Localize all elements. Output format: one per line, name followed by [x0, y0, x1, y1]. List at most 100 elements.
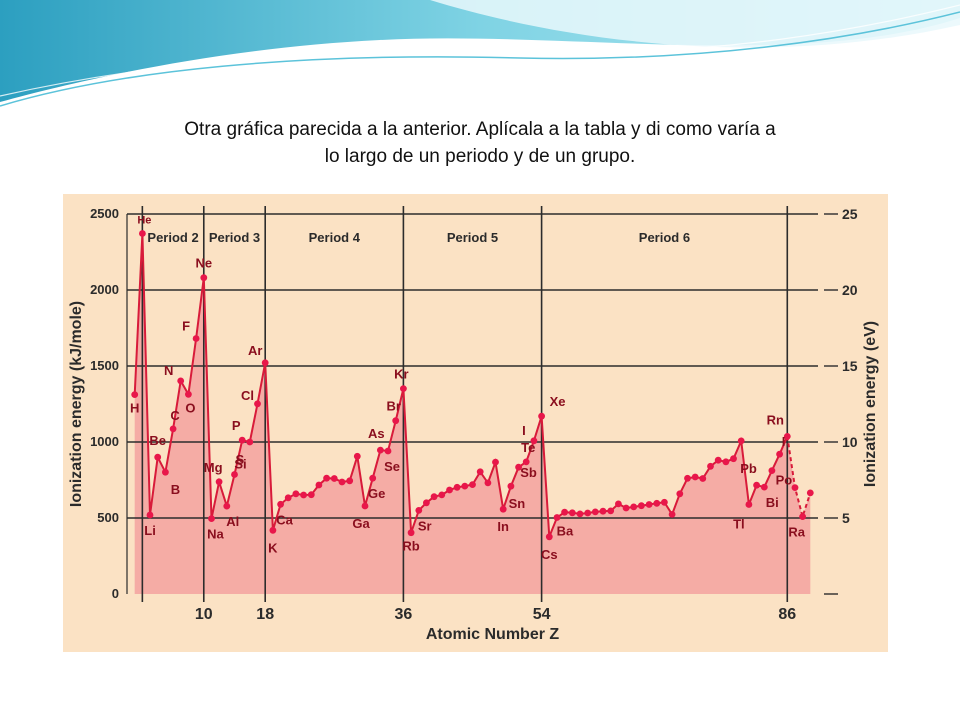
x-tick-label: 36 [395, 606, 413, 623]
element-label-he: He [137, 214, 151, 226]
series-line-dashed [786, 436, 812, 521]
data-point-z85 [776, 450, 783, 458]
data-point-z62 [599, 507, 607, 515]
element-label-h: H [130, 401, 139, 416]
data-point-z25 [315, 481, 323, 489]
element-label-si: Si [234, 457, 246, 472]
data-point-z36 [400, 385, 407, 392]
data-point-z42 [446, 486, 453, 494]
element-label-tl: Tl [733, 516, 745, 531]
element-label-na: Na [207, 527, 224, 542]
data-point-z66 [630, 503, 638, 511]
wave-line-1 [0, 11, 960, 107]
data-point-z54 [538, 412, 545, 420]
data-point-z87 [791, 484, 799, 491]
data-point-z18 [261, 359, 269, 367]
element-label-i: I [782, 434, 786, 449]
data-point-z15 [238, 436, 246, 444]
data-point-z83 [760, 483, 768, 491]
element-label-in: In [497, 519, 509, 534]
data-point-z41 [438, 491, 446, 499]
chart-canvas: 0 500 1000 1500 2000 2500 5 10 15 20 25 10 18 36 54 86 A… [68, 206, 879, 643]
data-point-z77 [714, 456, 722, 464]
element-label-f: F [182, 318, 190, 333]
ionization-energy-chart: 0 500 1000 1500 2000 2500 5 10 15 20 25 10 18 36 54 86 A… [63, 194, 888, 652]
element-label-b: B [171, 482, 180, 497]
data-point-z6 [169, 425, 177, 433]
element-label-rn: Rn [767, 412, 784, 427]
data-point-z57 [561, 508, 568, 516]
data-point-z27 [330, 475, 338, 482]
data-point-z40 [430, 493, 438, 501]
x-axis-label: Atomic Number Z [426, 626, 560, 643]
y-tick-label: 2500 [90, 206, 119, 221]
element-label-ga: Ga [352, 516, 370, 531]
data-point-z51 [515, 463, 522, 471]
data-point-z88 [799, 513, 806, 520]
y2-tick-label: 15 [842, 358, 858, 374]
y-tick-label: 1500 [90, 358, 119, 373]
data-point-z17 [254, 400, 261, 408]
element-label-pb: Pb [740, 461, 757, 476]
y2-tick-label: 20 [842, 282, 858, 298]
element-label-sn: Sn [509, 496, 526, 511]
data-point-z8 [185, 390, 192, 398]
period-label: Period 3 [209, 230, 260, 245]
data-point-z13 [223, 502, 231, 510]
element-label-cl: Cl [241, 388, 254, 403]
y2-tick-label: 10 [842, 434, 858, 450]
data-point-z58 [568, 509, 576, 517]
data-point-z63 [607, 507, 615, 515]
data-point-z64 [615, 500, 622, 508]
element-label-kr: Kr [394, 367, 408, 382]
data-point-z75 [699, 475, 707, 482]
data-point-z44 [461, 482, 469, 490]
data-point-z84 [768, 467, 776, 474]
x-tick-label: 10 [195, 606, 213, 623]
data-point-z55 [545, 533, 553, 541]
element-label-se: Se [384, 459, 400, 474]
data-point-z86 [783, 433, 791, 440]
data-point-z21 [284, 494, 292, 502]
instruction-line-1: Otra gráfica parecida a la anterior. Apl… [184, 119, 776, 140]
element-label-ba: Ba [557, 524, 574, 539]
data-point-z2 [139, 230, 146, 237]
element-label-br: Br [386, 399, 400, 414]
data-point-z19 [269, 526, 277, 534]
y-tick-label: 0 [112, 586, 119, 601]
data-point-z80 [737, 437, 745, 445]
data-point-z9 [192, 335, 200, 342]
data-point-z35 [392, 417, 400, 425]
data-point-z28 [338, 478, 346, 486]
wave-line-2 [0, 4, 960, 97]
data-point-z38 [415, 507, 423, 514]
data-point-z32 [369, 474, 377, 482]
element-label-as: As [368, 426, 385, 441]
data-point-z67 [638, 502, 645, 510]
y2-tick-label: 5 [842, 510, 850, 526]
area-fill [134, 233, 811, 594]
data-point-z53 [530, 437, 538, 445]
y2-tick-label: 25 [842, 206, 858, 222]
x-tick-label: 86 [778, 606, 796, 623]
element-label-bi: Bi [766, 495, 779, 510]
data-point-z12 [215, 478, 223, 486]
period-label: Period 4 [309, 230, 361, 245]
data-point-z71 [668, 511, 676, 518]
data-point-z59 [576, 510, 584, 518]
data-point-z37 [407, 529, 415, 537]
data-point-z56 [553, 514, 561, 521]
data-point-z23 [300, 491, 307, 499]
element-label-rb: Rb [402, 539, 419, 554]
data-point-z5 [162, 468, 169, 476]
element-label-ar: Ar [248, 343, 262, 358]
data-point-z16 [246, 438, 254, 446]
data-point-z74 [691, 473, 699, 481]
data-point-z20 [277, 500, 284, 508]
data-point-z34 [384, 447, 392, 455]
element-label-cs: Cs [541, 547, 558, 562]
slide-instructions: Otra gráfica parecida a la anterior. Apl… [60, 116, 900, 170]
element-label-k: K [268, 540, 278, 555]
data-point-z45 [469, 481, 476, 488]
data-point-z68 [645, 501, 653, 508]
